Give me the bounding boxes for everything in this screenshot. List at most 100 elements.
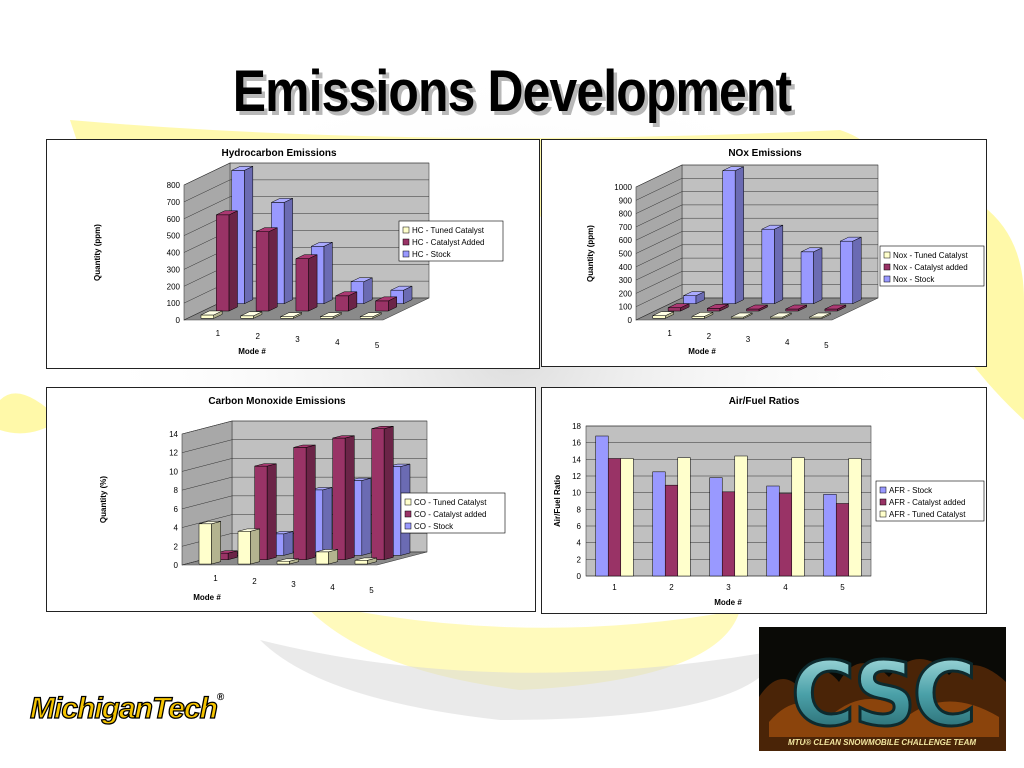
bar-co-catalyst-added-mode-3 bbox=[293, 444, 316, 561]
bar-top bbox=[683, 291, 705, 296]
legend-swatch bbox=[879, 510, 887, 518]
bar-top bbox=[240, 311, 263, 317]
bar-side bbox=[852, 236, 862, 305]
bar-top bbox=[310, 487, 333, 491]
bar-front bbox=[800, 251, 814, 304]
x-axis-label: Mode # bbox=[714, 598, 742, 607]
bar-front bbox=[652, 315, 666, 319]
bar-nox-stock-mode-3 bbox=[761, 224, 784, 305]
hc-chart-panel: Hydrocarbon Emissions 0 100 200 300 400 500 600… bbox=[46, 139, 540, 369]
chart-title: Air/Fuel Ratios bbox=[729, 396, 800, 407]
chart-title: Carbon Monoxide Emissions bbox=[208, 396, 346, 407]
bar-top bbox=[785, 304, 807, 310]
x-tick-label: 2 bbox=[252, 577, 257, 586]
bar-afr-catalyst-added-mode-2 bbox=[664, 484, 679, 577]
y-tick-label: 400 bbox=[619, 263, 633, 272]
y-axis-label: Quantity (ppm) bbox=[93, 224, 102, 281]
bar-front bbox=[683, 295, 697, 304]
chart-title: Hydrocarbon Emissions bbox=[221, 148, 336, 159]
gridline bbox=[635, 191, 878, 214]
afr-chart-panel: Air/Fuel Ratios 0 2 4 6 8 10 12 14 16 18 1 2 3 4 5 Mode … bbox=[541, 387, 987, 614]
legend-box bbox=[875, 480, 985, 522]
x-tick-label: 4 bbox=[330, 583, 335, 592]
bar-top bbox=[311, 242, 333, 247]
bar-top bbox=[761, 224, 783, 230]
bar-front bbox=[315, 551, 329, 565]
bar-side bbox=[323, 241, 333, 305]
legend-swatch bbox=[883, 275, 891, 283]
legend-label: Nox - Tuned Catalyst bbox=[893, 251, 968, 260]
bar-top bbox=[216, 210, 238, 216]
legend-label: Nox - Stock bbox=[893, 275, 935, 284]
bar-afr-catalyst-added-mode-4 bbox=[778, 493, 793, 577]
y-tick-label: 200 bbox=[167, 282, 181, 291]
bar-top bbox=[840, 236, 862, 242]
y-axis-label: Quantity (ppm) bbox=[586, 225, 595, 282]
gridline bbox=[635, 178, 878, 201]
hc-chart: Hydrocarbon Emissions 0 100 200 300 400 500 600… bbox=[93, 148, 504, 356]
bar-nox-catalyst-added-mode-3 bbox=[746, 304, 768, 312]
bar-nox-stock-mode-2 bbox=[722, 166, 744, 305]
bar-co-tuned-catalyst-mode-2 bbox=[237, 528, 260, 565]
bar-front bbox=[237, 531, 251, 565]
y-tick-label: 800 bbox=[619, 210, 633, 219]
y-tick-label: 700 bbox=[167, 198, 181, 207]
y-tick-label: 600 bbox=[619, 236, 633, 245]
legend-swatch bbox=[404, 522, 412, 530]
legend-label: HC - Tuned Catalyst bbox=[412, 226, 485, 235]
y-tick-label: 4 bbox=[577, 539, 582, 548]
legend-box bbox=[400, 492, 506, 534]
bar-afr-catalyst-added-mode-3 bbox=[721, 491, 736, 577]
gridline bbox=[183, 162, 429, 186]
y-tick-label: 200 bbox=[619, 289, 633, 298]
bar-hc-catalyst-added-mode-5 bbox=[375, 296, 397, 312]
bar-hc-catalyst-added-mode-4 bbox=[335, 291, 358, 312]
bar-top bbox=[375, 296, 397, 302]
bar-co-catalyst-added-mode-2 bbox=[254, 463, 277, 561]
legend-label: CO - Stock bbox=[414, 522, 454, 531]
x-tick-label: 1 bbox=[216, 329, 221, 338]
legend-swatch bbox=[879, 498, 887, 506]
legend-label: AFR - Tuned Catalyst bbox=[889, 510, 966, 519]
y-tick-label: 12 bbox=[572, 472, 581, 481]
gridline bbox=[183, 196, 429, 219]
legend-box bbox=[398, 220, 504, 262]
nox-chart: NOx Emissions 0 100 200 300 400 500 600 700 800 90… bbox=[586, 148, 985, 356]
bar-afr-catalyst-added-mode-1 bbox=[607, 458, 622, 577]
x-axis-label: Mode # bbox=[238, 347, 266, 356]
x-tick-label: 4 bbox=[783, 583, 788, 592]
bar-front bbox=[359, 316, 374, 319]
bar-front bbox=[667, 307, 681, 312]
bar-afr-catalyst-added-mode-5 bbox=[835, 503, 850, 577]
bar-top bbox=[371, 426, 394, 429]
bar-top bbox=[652, 311, 674, 316]
bar-top bbox=[722, 166, 744, 171]
gridline bbox=[181, 476, 427, 491]
bar-top bbox=[237, 528, 260, 532]
bar-side bbox=[268, 227, 278, 312]
x-tick-label: 5 bbox=[824, 341, 829, 350]
bar-front bbox=[354, 560, 368, 565]
bar-side bbox=[211, 521, 221, 565]
y-tick-label: 0 bbox=[176, 316, 181, 325]
bar-front bbox=[722, 170, 736, 304]
bar-top bbox=[691, 312, 714, 317]
bar-top bbox=[256, 227, 278, 232]
y-tick-label: 14 bbox=[169, 430, 178, 439]
x-tick-label: 1 bbox=[667, 329, 672, 338]
y-tick-label: 100 bbox=[167, 299, 181, 308]
bar-front bbox=[824, 308, 838, 312]
bar-hc-tuned-catalyst-mode-1 bbox=[200, 310, 223, 319]
x-axis-label: Mode # bbox=[688, 347, 716, 356]
bar-side bbox=[283, 531, 294, 556]
bar-top bbox=[320, 312, 342, 317]
bar-top bbox=[271, 531, 294, 535]
bar-front bbox=[839, 240, 854, 304]
bar-afr-stock-mode-2 bbox=[652, 471, 666, 577]
bar-hc-catalyst-added-mode-3 bbox=[295, 254, 318, 312]
bar-top bbox=[388, 463, 411, 467]
bar-co-tuned-catalyst-mode-3 bbox=[276, 558, 299, 565]
bar-front bbox=[295, 258, 309, 312]
bar-side bbox=[734, 166, 744, 305]
bar-front bbox=[293, 447, 307, 560]
